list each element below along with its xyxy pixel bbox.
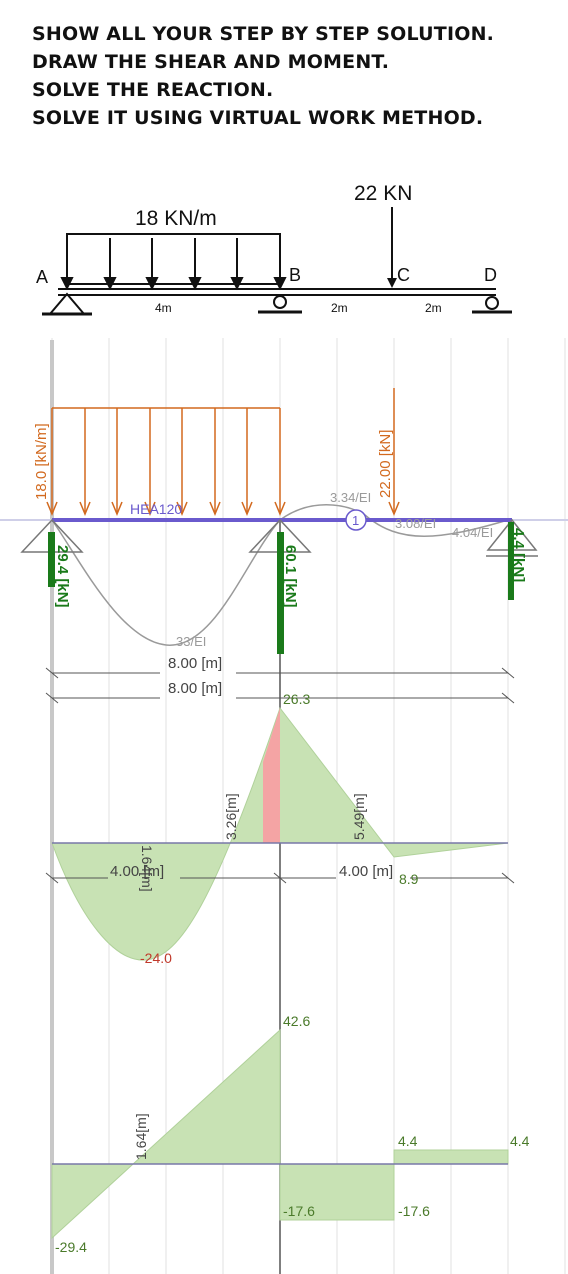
instruction-line: DRAW THE SHEAR AND MOMENT. xyxy=(32,51,390,73)
zero-crossing-label: 5.49[m] xyxy=(351,793,367,840)
deflection-label: 4.04/EI xyxy=(452,525,493,540)
udl-load xyxy=(66,233,281,285)
span-label: 2m xyxy=(425,301,442,315)
instruction-line: SOLVE THE REACTION. xyxy=(32,79,274,101)
deflected-shape xyxy=(51,504,509,646)
reaction-label: 4.4 [kN] xyxy=(510,528,527,582)
node-label: D xyxy=(484,265,497,285)
moment-highlight xyxy=(263,708,280,843)
zero-crossing-label: 1.64[m] xyxy=(139,845,155,892)
moment-max-label: 26.3 xyxy=(283,691,310,707)
shear-value-label: 4.4 xyxy=(510,1133,530,1149)
node-label: C xyxy=(397,265,410,285)
problem-sketch: 18 KN/m 22 KN A B C D 4m 2m 2m xyxy=(36,182,512,316)
pin-support-icon xyxy=(47,292,87,315)
roller-support-icon xyxy=(273,295,287,309)
shear-value-label: 4.4 xyxy=(398,1133,418,1149)
roller-support-icon xyxy=(485,296,499,310)
dimension-lines xyxy=(45,872,515,884)
dimension-label: 8.00 [m] xyxy=(168,655,222,672)
fe-model: 18.0 [kN/m] 22.00 [kN] HEA120 33/EI 3.34… xyxy=(0,388,568,704)
shear-fill-span-bc xyxy=(279,1163,395,1221)
dimension-lines xyxy=(45,667,515,704)
distributed-load xyxy=(46,407,286,516)
shear-value-label: -29.4 xyxy=(55,1239,87,1255)
moment-min-label: -24.0 xyxy=(140,950,172,966)
node-tag-label: 1 xyxy=(352,513,359,528)
deflection-label: 33/EI xyxy=(176,634,206,649)
dimension-label: 8.00 [m] xyxy=(168,680,222,697)
zero-crossing-label: 1.64[m] xyxy=(133,1113,149,1160)
shear-fill-span-cd xyxy=(393,1149,509,1165)
deflection-label: 3.34/EI xyxy=(330,490,371,505)
reaction-label: 29.4 [kN] xyxy=(54,545,71,608)
node-tag xyxy=(345,509,367,531)
reaction-label: 60.1 [kN] xyxy=(282,545,299,608)
span-label: 2m xyxy=(331,301,348,315)
instructions: SHOW ALL YOUR STEP BY STEP SOLUTION. DRA… xyxy=(32,20,494,132)
moment-diagram: 4.00 [m] 4.00 [m] 26.3 -24.0 8.9 1.64[m]… xyxy=(45,691,515,966)
instruction-line: SOLVE IT USING VIRTUAL WORK METHOD. xyxy=(32,107,484,129)
shear-value-label: 42.6 xyxy=(283,1013,310,1029)
shear-diagram: 42.6 4.4 4.4 -17.6 -17.6 -29.4 1.64[m] xyxy=(51,1013,530,1255)
point-load-label: 22 KN xyxy=(354,182,412,205)
instruction-line: SHOW ALL YOUR STEP BY STEP SOLUTION. xyxy=(32,23,495,45)
section-label: HEA120 xyxy=(130,501,182,517)
node-label: B xyxy=(289,265,301,285)
node-label: A xyxy=(36,267,48,287)
deflection-label: 3.08/EI xyxy=(395,516,436,531)
dimension-label: 4.00 [m] xyxy=(339,863,393,880)
dimension-label: 4.00 [m] xyxy=(110,863,164,880)
reaction-arrows xyxy=(48,522,514,654)
udl-label: 18 KN/m xyxy=(135,207,217,230)
shear-value-label: -17.6 xyxy=(398,1203,430,1219)
shear-value-label: -17.6 xyxy=(283,1203,315,1219)
span-label: 4m xyxy=(155,301,172,315)
udl-arrows xyxy=(60,234,287,291)
udl-value-label: 18.0 [kN/m] xyxy=(33,423,50,500)
zero-crossing-label: 3.26[m] xyxy=(223,793,239,840)
point-load-value-label: 22.00 [kN] xyxy=(377,430,394,498)
moment-local-label: 8.9 xyxy=(399,871,419,887)
